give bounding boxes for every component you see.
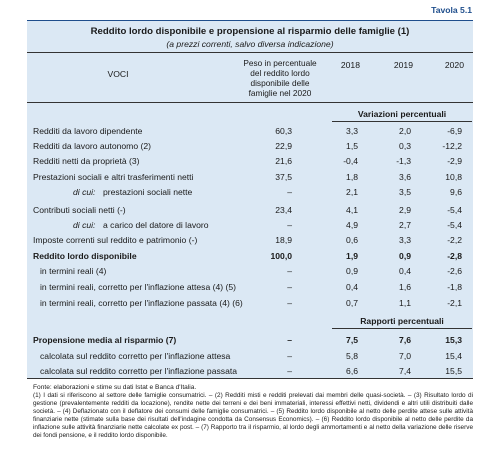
row-label-prefix: di cui: [73,187,96,197]
cell: 7,0 [399,351,411,361]
cell: 6,6 [346,366,358,376]
cell: -2,1 [447,298,462,308]
cell: – [287,366,292,376]
cell: 1,6 [399,282,411,292]
row-label: Contributi sociali netti (-) [33,205,126,215]
cell: 100,0 [270,251,292,261]
cell: 9,6 [450,187,462,197]
cell: 1,5 [346,141,358,151]
row-label: calcolata sul reddito corretto per l'inf… [40,366,238,376]
cell: -2,6 [447,266,462,276]
cell: – [287,266,292,276]
cell: 2,9 [399,205,411,215]
cell: 3,5 [399,187,411,197]
cell: 2,1 [346,187,358,197]
row-label: prestazioni sociali nette [103,187,193,197]
cell: – [287,220,292,230]
row-label: Propensione media al risparmio (7) [33,335,177,345]
cell: 22,9 [275,141,292,151]
rule [27,52,473,53]
rule [27,102,473,103]
table-subtitle: (a prezzi correnti, salvo diversa indica… [166,39,334,49]
cell: 0,4 [346,282,358,292]
cell: -2,9 [447,156,462,166]
cell: -6,9 [447,126,462,136]
cell: 15,3 [445,335,462,345]
cell: -1,3 [396,156,411,166]
cell: 0,3 [399,141,411,151]
row-label: Redditi da lavoro autonomo (2) [33,141,151,151]
row-label-prefix: di cui: [73,220,96,230]
cell: 2,0 [399,126,411,136]
rule [332,121,472,122]
cell: 7,5 [346,335,358,345]
cell: -5,4 [447,220,462,230]
cell: – [287,187,292,197]
cell: 1,8 [346,172,358,182]
cell: 7,6 [399,335,411,345]
row-label: in termini reali, corretto per l'inflazi… [40,282,237,292]
row-label: Redditi netti da proprietà (3) [33,156,140,166]
cell: – [287,351,292,361]
row-label: in termini reali (4) [40,266,107,276]
cell: 23,4 [275,205,292,215]
cell: -2,8 [447,251,462,261]
cell: -5,4 [447,205,462,215]
source-note: Fonte: elaborazioni e stime su dati Ista… [33,384,197,391]
table-tag: Tavola 5.1 [431,5,472,15]
footnotes: (1) I dati si riferiscono al settore del… [33,392,473,439]
cell: 18,9 [275,235,292,245]
cell: 60,3 [275,126,292,136]
cell: 5,8 [346,351,358,361]
section-heading: Variazioni percentuali [357,109,447,119]
cell: -2,2 [447,235,462,245]
cell: 4,1 [346,205,358,215]
cell: 3,3 [399,235,411,245]
cell: – [287,335,292,345]
table-panel [27,20,473,378]
column-header: 2018 [340,60,360,70]
cell: -1,8 [447,282,462,292]
cell: 0,9 [346,266,358,276]
row-label: Imposte correnti sul reddito e patrimoni… [33,235,198,245]
column-header: 2020 [444,60,464,70]
rule [332,328,472,329]
cell: 7,4 [399,366,411,376]
cell: 0,9 [399,251,411,261]
cell: 15,4 [445,351,462,361]
cell: 0,7 [346,298,358,308]
cell: – [287,282,292,292]
cell: -0,4 [343,156,358,166]
cell: 15,5 [445,366,462,376]
row-label: calcolata sul reddito corretto per l'inf… [40,351,231,361]
row-label: Reddito lordo disponibile [33,251,137,261]
column-header: 2019 [393,60,413,70]
cell: 1,1 [399,298,411,308]
cell: 1,9 [346,251,358,261]
cell: 4,9 [346,220,358,230]
cell: – [287,298,292,308]
cell: -12,2 [442,141,462,151]
cell: 21,6 [275,156,292,166]
cell: 0,6 [346,235,358,245]
row-label: Prestazioni sociali e altri trasferiment… [33,172,194,182]
cell: 3,6 [399,172,411,182]
rule [27,20,473,21]
row-label: Redditi da lavoro dipendente [33,126,143,136]
cell: 10,8 [445,172,462,182]
table-title: Reddito lordo disponibile e propensione … [90,26,410,37]
rule [27,378,473,379]
cell: 2,7 [399,220,411,230]
row-label: in termini reali, corretto per l'inflazi… [40,298,243,308]
cell: 3,3 [346,126,358,136]
column-header: Peso in percentuale del reddito lordo di… [243,58,317,98]
cell: 37,5 [275,172,292,182]
cell: 0,4 [399,266,411,276]
section-heading: Rapporti percentuali [360,316,444,326]
column-header: VOCI [107,69,129,79]
row-label: a carico del datore di lavoro [103,220,209,230]
